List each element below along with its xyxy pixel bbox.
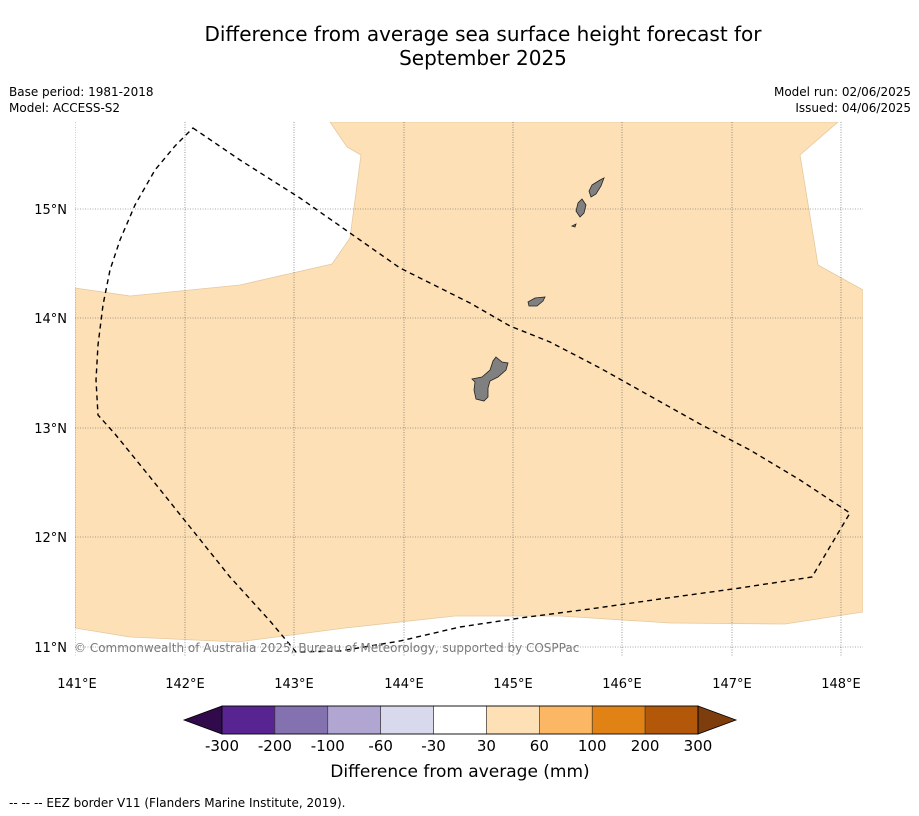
island-saipan — [588, 177, 605, 198]
lon-tick-label: 143°E — [274, 677, 314, 692]
colorbar-tick-label: 30 — [477, 737, 496, 755]
title-line-2: September 2025 — [399, 46, 567, 70]
colorbar-segment — [644, 705, 699, 735]
colorbar-segment — [221, 705, 276, 735]
title-line-1: Difference from average sea surface heig… — [204, 22, 762, 46]
lat-tick-label: 15°N — [34, 203, 67, 218]
colorbar-segment — [539, 705, 593, 735]
colorbar-outline — [221, 705, 699, 735]
colorbar-tick-label: 300 — [684, 737, 713, 755]
gridlines — [75, 122, 863, 656]
colorbar-tick-label: -300 — [205, 737, 239, 755]
island-aguijan — [570, 223, 577, 228]
lon-tick-label: 147°E — [712, 677, 752, 692]
colorbar-extend-low — [182, 705, 223, 735]
issued-label: Issued: 04/06/2025 — [795, 101, 911, 115]
colorbar-tick-label: 60 — [530, 737, 549, 755]
colorbar-extend-high — [697, 705, 738, 735]
colorbar-segment — [591, 705, 646, 735]
colorbar-tick-label: -60 — [368, 737, 393, 755]
lon-tick-label: 141°E — [57, 677, 97, 692]
island-guam — [471, 356, 509, 402]
colorbar-segment — [327, 705, 381, 735]
meta-left: Base period: 1981-2018 Model: ACCESS-S2 — [9, 84, 154, 116]
colorbar-tick-label: -200 — [258, 737, 292, 755]
colorbar-tick-label: -30 — [421, 737, 446, 755]
colorbar-labels: -300 -200 -100 -60 -30 30 60 100 200 300 — [205, 737, 712, 755]
colorbar-tick-label: 200 — [631, 737, 660, 755]
lat-tick-labels: 15°N 14°N 13°N 12°N 11°N — [34, 203, 67, 656]
lon-tick-labels: 141°E 142°E 143°E 144°E 145°E 146°E 147°… — [57, 677, 861, 692]
lon-tick-label: 145°E — [493, 677, 533, 692]
lat-tick-label: 11°N — [34, 641, 67, 656]
colorbar-segment — [433, 705, 487, 735]
lon-tick-label: 144°E — [384, 677, 424, 692]
lat-tick-label: 14°N — [34, 312, 67, 327]
lon-tick-label: 142°E — [165, 677, 205, 692]
base-period-label: Base period: 1981-2018 — [9, 85, 154, 99]
lat-tick-label: 13°N — [34, 422, 67, 437]
colorbar-segment — [380, 705, 434, 735]
model-run-label: Model run: 02/06/2025 — [773, 85, 911, 99]
lon-tick-label: 146°E — [602, 677, 642, 692]
model-label: Model: ACCESS-S2 — [9, 101, 121, 115]
colorbar-segment — [486, 705, 540, 735]
map-plot-area — [75, 122, 863, 656]
colorbar-tick-label: -100 — [311, 737, 345, 755]
copyright-notice: © Commonwealth of Australia 2025, Bureau… — [74, 641, 580, 655]
eez-border — [95, 127, 851, 653]
chart-title: Difference from average sea surface heig… — [0, 22, 919, 70]
lon-tick-label: 148°E — [821, 677, 861, 692]
eez-footnote: -- -- -- EEZ border V11 (Flanders Marine… — [9, 796, 346, 810]
island-rota — [527, 296, 546, 307]
colorbar-segment — [274, 705, 329, 735]
colorbar — [182, 705, 738, 735]
meta-right: Model run: 02/06/2025 Issued: 04/06/2025 — [774, 84, 911, 116]
colorbar-tick-label: 100 — [578, 737, 607, 755]
islands — [471, 177, 605, 402]
island-tinian — [575, 198, 587, 218]
colorbar-title: Difference from average (mm) — [330, 762, 590, 782]
lat-tick-label: 12°N — [34, 531, 67, 546]
anomaly-region-30-60 — [75, 122, 863, 643]
